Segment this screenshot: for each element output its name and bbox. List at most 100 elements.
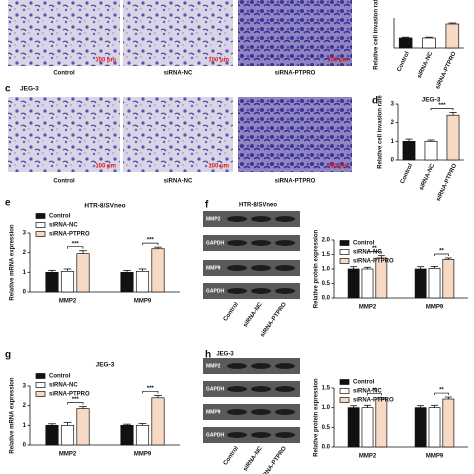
blot-row-label: MMP2: [206, 363, 221, 369]
bar: [428, 407, 441, 448]
bar: [135, 424, 150, 446]
bar: [445, 23, 460, 49]
x-tick-label: siRNA-PTPRO: [436, 163, 459, 203]
blot-row-label: GAPDH: [206, 386, 224, 392]
y-axis-label: Relative protein expression: [314, 229, 320, 308]
bar: [60, 424, 75, 446]
blot-band: [275, 288, 295, 294]
x-tick-label: Control: [400, 163, 415, 185]
bar: [422, 37, 436, 49]
error-bar: [48, 269, 56, 273]
error-bar: [444, 396, 452, 400]
error-bar: [417, 266, 425, 269]
x-tick-label: MMP9: [134, 452, 152, 458]
blot-band: [251, 216, 271, 222]
x-tick-label: MMP2: [59, 452, 77, 458]
x-tick-label: MMP9: [426, 454, 444, 460]
x-tick-label: siRNA-NC: [417, 50, 435, 79]
scale-bar-label: 100 μm: [327, 58, 348, 64]
micrograph: [238, 0, 352, 66]
error-bar: [79, 406, 87, 409]
x-tick-label: siRNA-PTPRO: [435, 51, 458, 91]
significance-bracket: [67, 402, 84, 405]
legend-label: siRNA-PTPRO: [49, 232, 90, 238]
chart-title: HTR-8/SVneo: [84, 203, 125, 210]
bar: [414, 407, 427, 448]
scale-bar-label: 100 μm: [95, 58, 116, 64]
blot-row-label: GAPDH: [206, 240, 224, 246]
significance-label: **: [372, 246, 377, 252]
panel-label: g: [5, 350, 11, 361]
y-tick-label: 0: [23, 290, 27, 296]
y-axis-label: Relative mRNA expression: [10, 377, 16, 453]
blot-band: [251, 432, 271, 438]
blot-band: [251, 386, 271, 392]
blot-band: [275, 265, 295, 271]
legend-swatch: [35, 213, 46, 219]
y-tick-label: 0: [391, 158, 395, 164]
error-bar: [350, 266, 358, 269]
error-bar: [48, 423, 56, 426]
legend-label: Control: [49, 374, 71, 380]
x-tick-label: Control: [396, 51, 411, 73]
bar: [398, 37, 413, 49]
error-bar: [123, 269, 131, 273]
bar: [135, 271, 150, 293]
significance-label: ***: [147, 386, 155, 392]
significance-label: **: [439, 388, 444, 394]
y-tick-label: 1.0: [322, 405, 331, 411]
y-tick-label: 3: [391, 102, 395, 108]
x-tick-label: MMP9: [134, 299, 152, 305]
y-tick-label: 1.0: [322, 267, 331, 273]
blot-band: [275, 409, 295, 415]
blot-lane-label: siRNA-NC: [243, 445, 265, 472]
significance-label: **: [372, 388, 377, 394]
blot-band: [227, 265, 247, 271]
y-axis-label: Relative cell invasion rate: [374, 0, 380, 70]
y-axis-label: Relative mRNA expression: [10, 224, 16, 300]
bar: [414, 268, 427, 299]
x-tick-label: siRNA-NC: [419, 162, 437, 191]
significance-bracket: [142, 391, 159, 394]
x-tick-label: MMP2: [359, 454, 377, 460]
y-tick-label: 2.0: [322, 238, 331, 244]
blot-band: [251, 409, 271, 415]
y-tick-label: 2: [391, 120, 395, 126]
blot-row-label: MMP2: [206, 216, 221, 222]
legend-label: siRNA-NC: [49, 223, 78, 229]
scale-bar-label: 100 μm: [327, 164, 348, 170]
y-axis-label: Relative cell invasion rate: [378, 95, 384, 169]
error-bar: [138, 422, 147, 426]
blot-band: [227, 216, 247, 222]
error-bar: [377, 397, 385, 400]
bar: [76, 408, 90, 446]
significance-bracket: [142, 242, 159, 246]
blot-lane-label: Control: [223, 301, 240, 322]
panel-label: d: [372, 96, 378, 107]
blot-lane-label: siRNA-PTPRO: [260, 301, 288, 338]
x-tick-label: MMP2: [359, 305, 377, 311]
micrograph: [123, 97, 233, 172]
blot-title: HTR-8/SVneo: [239, 203, 277, 209]
bar: [375, 398, 388, 448]
error-bar: [401, 36, 410, 38]
bar: [45, 271, 59, 293]
error-bar: [364, 404, 371, 408]
y-tick-label: 0.0: [322, 296, 331, 302]
bar: [424, 140, 438, 161]
blot-band: [227, 409, 247, 415]
micrograph-label: Control: [53, 71, 75, 77]
y-tick-label: 1.5: [322, 252, 331, 258]
significance-bracket: [434, 392, 449, 396]
blot-band: [251, 240, 271, 246]
blot-band: [275, 363, 295, 369]
blot-band: [227, 288, 247, 294]
blot-band: [275, 240, 295, 246]
panel-label: c: [5, 84, 11, 95]
blot-band: [275, 216, 295, 222]
blot-band: [227, 363, 247, 369]
bar: [151, 397, 165, 446]
legend-swatch: [35, 373, 46, 379]
micrograph: [8, 97, 120, 172]
